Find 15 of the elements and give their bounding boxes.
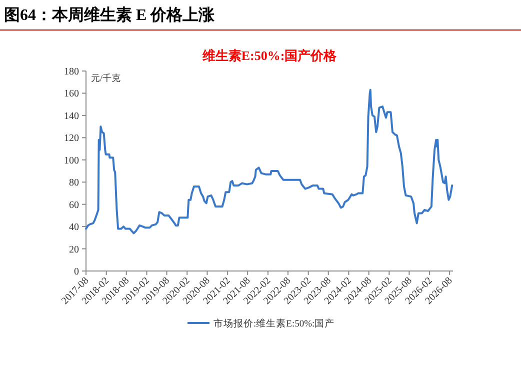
chart-title: 维生素E:50%:国产价格 bbox=[201, 48, 338, 63]
y-tick-label: 80 bbox=[69, 178, 79, 189]
y-tick-label: 140 bbox=[64, 110, 79, 122]
y-tick-label: 120 bbox=[64, 133, 79, 144]
y-tick-label: 160 bbox=[64, 88, 79, 100]
y-tick-label: 20 bbox=[69, 244, 79, 256]
y-tick-label: 40 bbox=[69, 222, 79, 234]
y-tick-label: 100 bbox=[64, 155, 79, 166]
legend-label: 市场报价:维生素E:50%:国产 bbox=[214, 318, 335, 330]
y-tick-label: 180 bbox=[64, 66, 79, 78]
chart-subtitle: 图64：本周维生素 E 价格上涨 bbox=[4, 6, 216, 24]
legend: 市场报价:维生素E:50%:国产 bbox=[188, 320, 335, 330]
y-tick-label: 60 bbox=[69, 200, 79, 211]
y-tick-label: 0 bbox=[74, 266, 79, 278]
y-axis-title: 元/千克 bbox=[91, 73, 121, 83]
